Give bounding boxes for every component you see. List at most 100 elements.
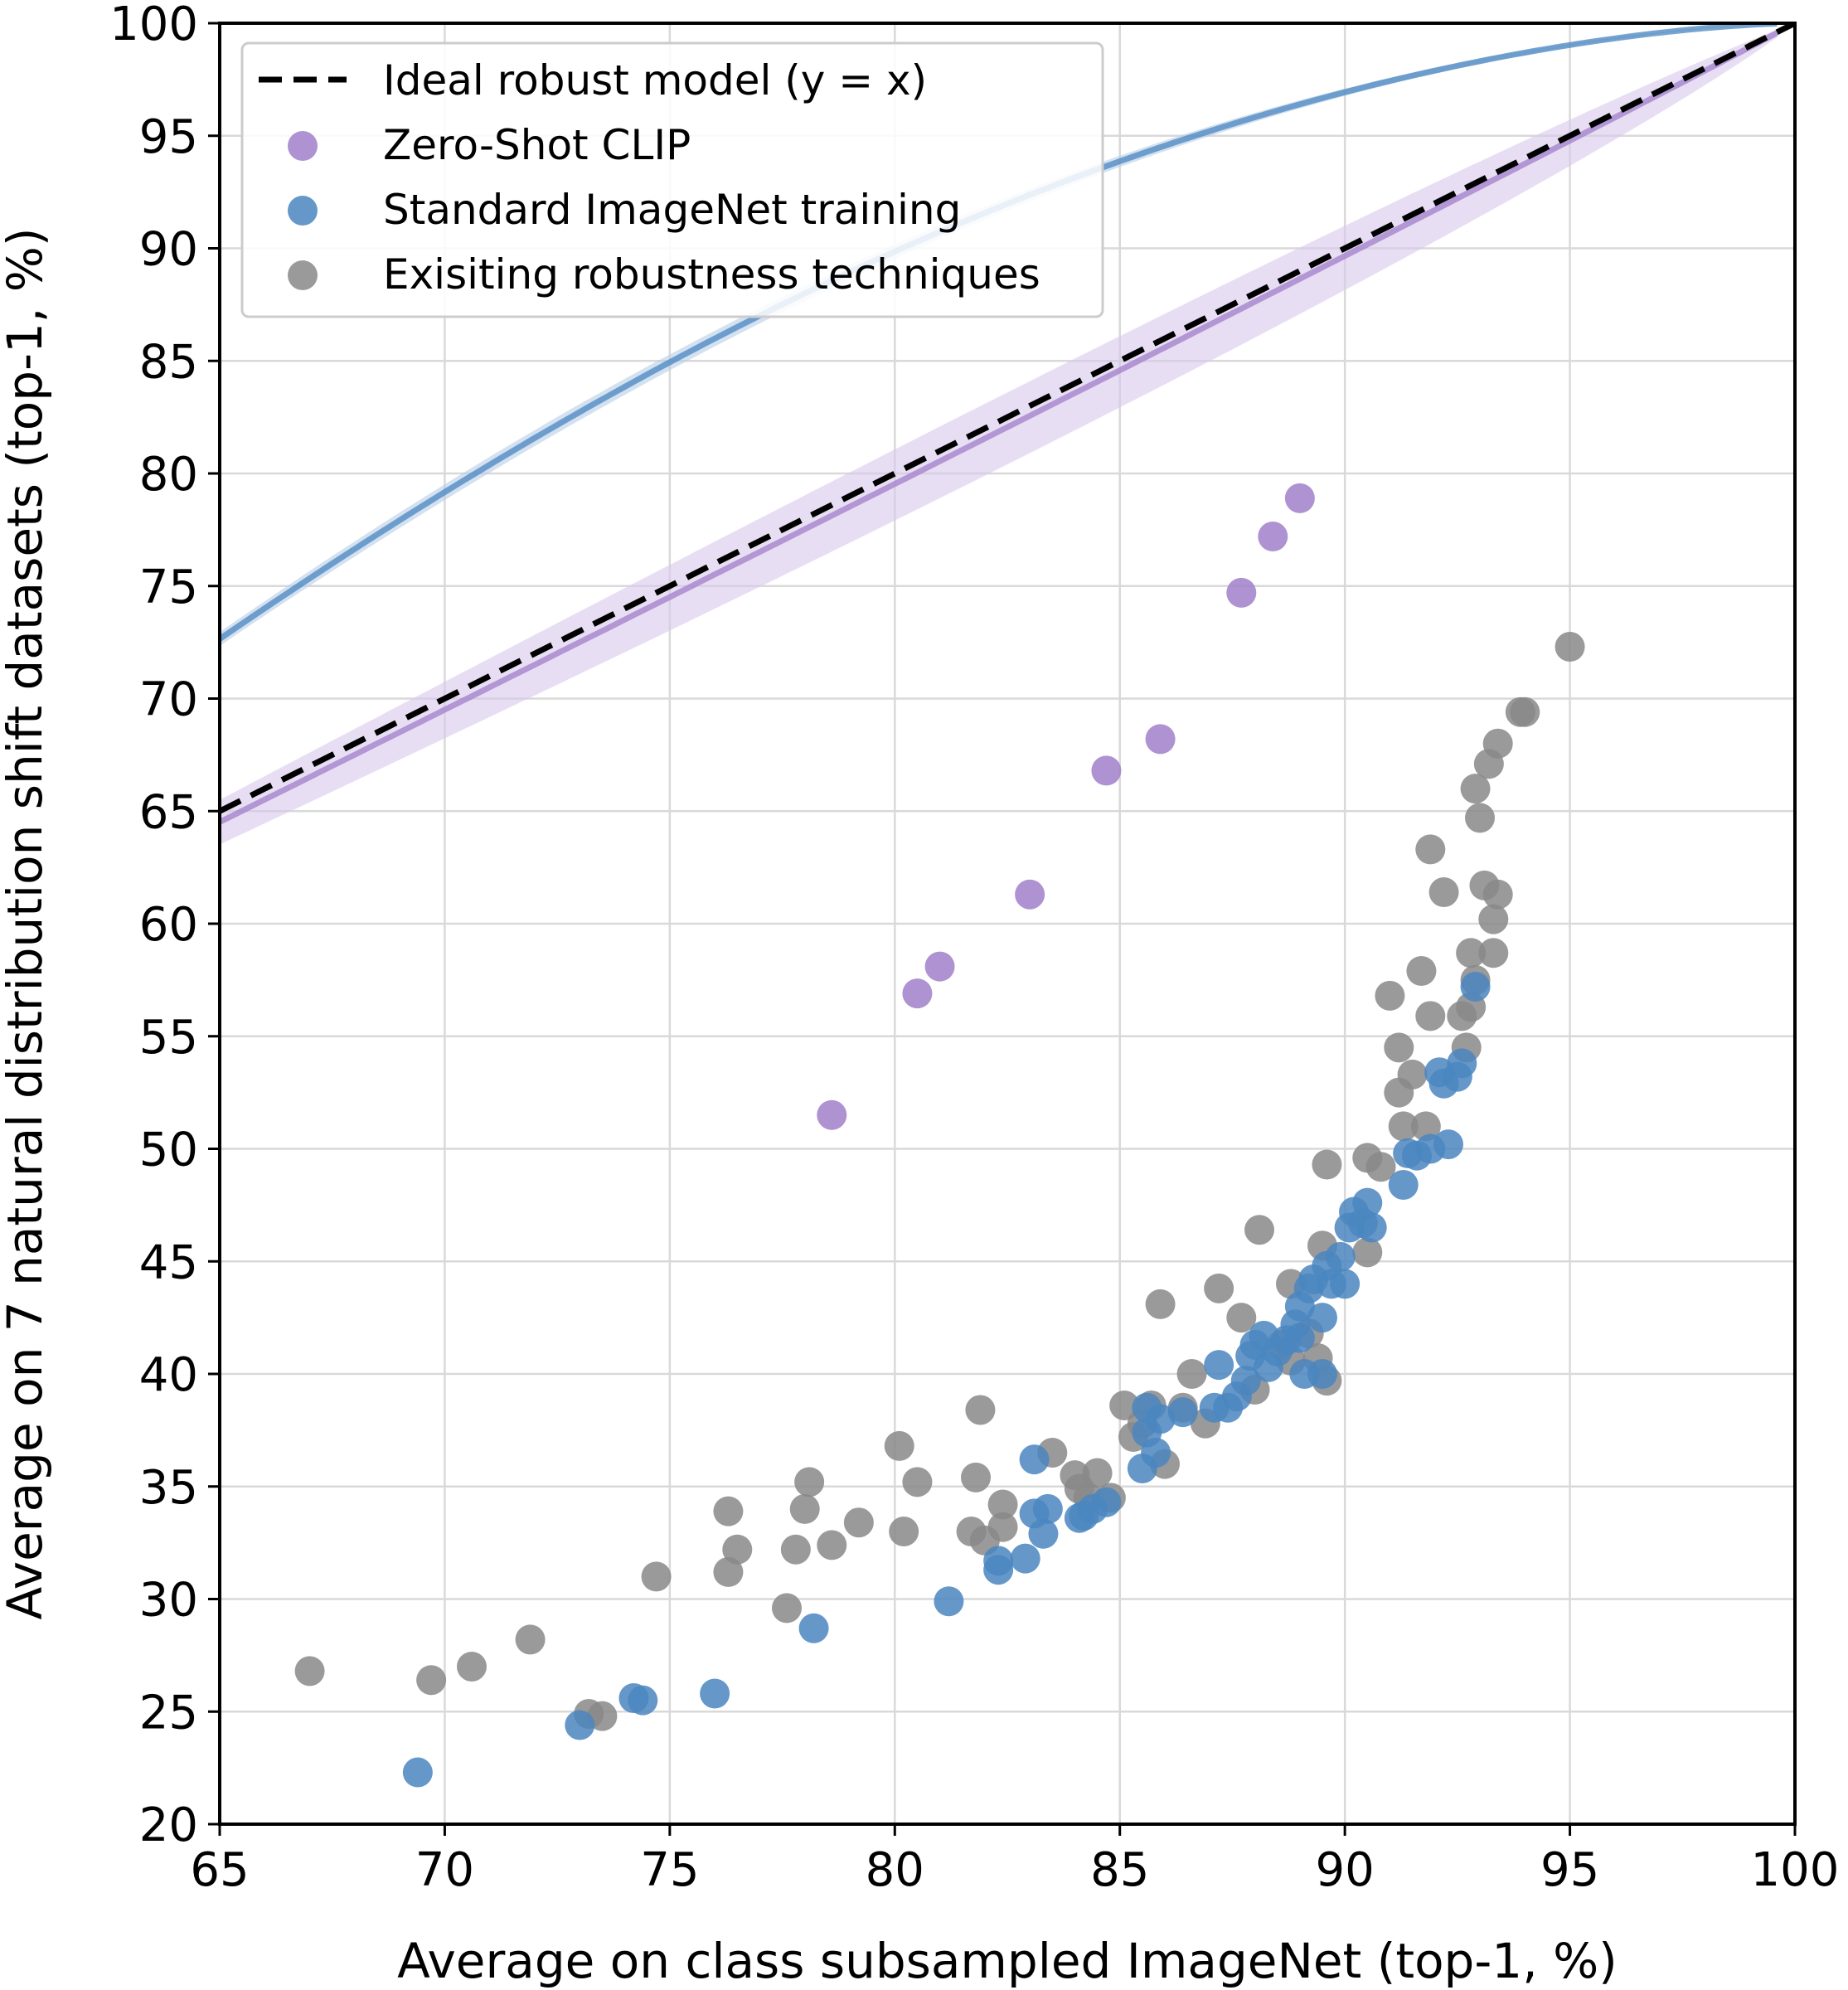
data-point (1307, 1303, 1337, 1333)
y-tick-label: 80 (139, 448, 198, 502)
data-point (1032, 1493, 1063, 1524)
data-point (1433, 1129, 1463, 1160)
data-point (1478, 938, 1509, 968)
data-point (1145, 1404, 1176, 1434)
data-point (713, 1556, 744, 1587)
legend-label: Zero-Shot CLIP (383, 121, 691, 169)
legend: Ideal robust model (y = x) Zero-Shot CLIP… (240, 41, 1104, 318)
y-tick-label: 75 (139, 561, 198, 614)
y-tick-label: 55 (139, 1011, 198, 1065)
y-tick-label: 70 (139, 673, 198, 727)
data-point (1010, 1543, 1040, 1574)
data-point (772, 1593, 802, 1624)
y-tick-label: 90 (139, 223, 198, 277)
fit-line (220, 30, 1778, 825)
data-point (1176, 1359, 1207, 1389)
y-tick-label: 45 (139, 1235, 198, 1289)
data-point (1375, 980, 1405, 1011)
data-point (641, 1561, 672, 1592)
legend-marker (288, 196, 318, 226)
y-axis-ticks: 20 25 30 35 40 45 50 55 60 65 70 75 80 85 90 95 100 (109, 0, 220, 1852)
data-point (987, 1489, 1018, 1520)
y-tick-label: 100 (109, 0, 198, 51)
legend-box (240, 41, 1104, 318)
data-point (1388, 1111, 1419, 1142)
data-point (1397, 1059, 1428, 1090)
data-point (1204, 1350, 1234, 1381)
legend-label: Ideal robust model (y = x) (383, 56, 927, 104)
data-point (402, 1757, 433, 1788)
data-point (1365, 1152, 1396, 1182)
data-point (457, 1651, 487, 1682)
y-tick-label: 60 (139, 898, 198, 952)
legend-marker (288, 131, 318, 161)
x-tick-label: 85 (1090, 1843, 1149, 1897)
data-point (1330, 1269, 1361, 1299)
data-point (1230, 1366, 1261, 1396)
x-tick-label: 65 (190, 1843, 249, 1897)
data-point (1555, 632, 1585, 663)
data-point (1325, 1241, 1356, 1272)
data-point (1258, 522, 1288, 552)
x-tick-label: 95 (1540, 1843, 1599, 1897)
data-point (884, 1430, 914, 1461)
data-point (1465, 803, 1495, 833)
data-point (1091, 755, 1122, 786)
data-point (794, 1467, 825, 1497)
data-point (1460, 972, 1491, 1002)
scatter-points (294, 483, 1585, 1788)
y-tick-label: 65 (139, 785, 198, 839)
data-point (1284, 483, 1315, 513)
data-point (817, 1099, 847, 1130)
x-tick-label: 100 (1751, 1843, 1840, 1897)
data-point (515, 1624, 546, 1655)
data-point (902, 1467, 933, 1497)
data-point (961, 1462, 991, 1492)
legend-label: Standard ImageNet training (383, 186, 961, 234)
data-point (1167, 1397, 1198, 1428)
data-point (587, 1701, 618, 1731)
data-point (983, 1546, 1014, 1576)
data-point (1510, 696, 1540, 727)
x-tick-label: 90 (1316, 1843, 1375, 1897)
data-point (1204, 1273, 1234, 1303)
data-point (817, 1530, 847, 1560)
ideal-line-group (220, 23, 1795, 814)
y-tick-label: 95 (139, 110, 198, 164)
data-point (889, 1517, 919, 1547)
data-point (780, 1534, 811, 1565)
y-axis-label: Average on 7 natural distribution shift … (0, 227, 53, 1619)
data-point (1456, 938, 1487, 968)
data-point (1284, 1323, 1315, 1353)
data-point (1460, 774, 1491, 804)
data-point (1312, 1149, 1342, 1180)
data-point (1410, 1111, 1441, 1142)
x-tick-label: 70 (415, 1843, 474, 1897)
data-point (987, 1512, 1018, 1542)
data-point (416, 1665, 447, 1696)
data-point (1388, 1169, 1419, 1200)
data-point (934, 1586, 964, 1617)
data-point (789, 1493, 820, 1524)
data-point (713, 1496, 744, 1526)
data-point (1019, 1444, 1050, 1475)
data-point (1415, 1001, 1446, 1031)
data-point (1406, 956, 1437, 987)
data-point (1356, 1212, 1387, 1243)
data-point (1141, 1438, 1171, 1468)
data-point (1352, 1237, 1383, 1268)
data-point (965, 1395, 996, 1425)
x-axis-ticks: 65 70 75 80 85 90 95 100 (190, 1824, 1839, 1897)
data-point (1145, 1289, 1176, 1319)
y-tick-label: 25 (139, 1686, 198, 1740)
data-point (1482, 879, 1513, 910)
y-tick-label: 20 (139, 1798, 198, 1852)
y-tick-label: 30 (139, 1574, 198, 1628)
data-point (1384, 1032, 1414, 1063)
data-point (1091, 1487, 1122, 1517)
data-point (565, 1710, 595, 1740)
x-tick-label: 75 (640, 1843, 699, 1897)
data-point (1244, 1215, 1274, 1245)
data-point (1226, 577, 1257, 608)
